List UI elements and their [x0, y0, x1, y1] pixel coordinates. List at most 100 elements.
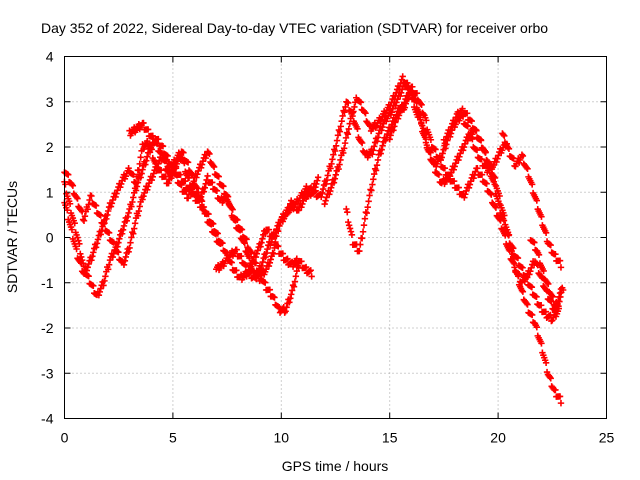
data-point	[524, 274, 531, 281]
data-point	[73, 245, 80, 253]
data-point	[417, 111, 424, 119]
data-point	[137, 174, 144, 181]
data-point	[382, 137, 389, 144]
data-point	[337, 156, 344, 164]
data-point	[64, 207, 71, 214]
data-point	[459, 105, 466, 112]
data-point	[282, 308, 289, 315]
data-point	[265, 226, 273, 233]
data-point	[524, 165, 531, 173]
data-point	[518, 151, 526, 158]
data-point	[144, 183, 152, 190]
data-point	[134, 179, 142, 186]
data-point	[342, 103, 349, 111]
data-point	[491, 174, 499, 182]
data-point	[238, 252, 245, 260]
data-point	[117, 180, 125, 188]
data-point	[549, 293, 557, 301]
data-point	[233, 246, 240, 253]
data-point	[442, 136, 449, 144]
data-point	[100, 282, 107, 289]
data-point	[158, 150, 166, 157]
data-point	[165, 180, 172, 187]
data-point	[266, 259, 274, 266]
data-point	[327, 187, 334, 195]
data-point	[368, 187, 375, 194]
data-point	[298, 258, 305, 265]
data-point	[271, 232, 278, 239]
data-point	[322, 180, 330, 188]
data-point	[115, 249, 122, 256]
data-point	[149, 173, 156, 180]
data-point	[535, 251, 543, 259]
data-point	[528, 311, 536, 319]
data-point	[446, 172, 454, 180]
data-point	[288, 287, 296, 294]
data-point	[168, 161, 175, 168]
data-point	[92, 244, 100, 251]
data-point	[69, 182, 77, 189]
data-point	[271, 294, 278, 301]
data-point	[120, 222, 128, 230]
data-point	[417, 100, 424, 107]
y-tick-label: 2	[46, 139, 54, 155]
data-point	[104, 266, 112, 273]
data-point	[95, 291, 103, 299]
data-point	[465, 184, 473, 192]
data-point	[77, 250, 84, 257]
data-point	[387, 132, 394, 139]
data-point	[423, 117, 430, 124]
data-point	[357, 99, 365, 106]
data-point	[366, 192, 373, 199]
data-point	[293, 267, 300, 275]
data-point	[257, 266, 265, 273]
data-point	[283, 304, 290, 311]
data-point	[194, 185, 201, 192]
data-point	[137, 154, 144, 161]
data-point	[323, 176, 331, 184]
data-point	[143, 186, 151, 193]
data-point	[370, 147, 377, 154]
data-point	[104, 211, 111, 219]
data-point	[127, 239, 134, 246]
data-point	[136, 160, 143, 168]
x-tick-label: 10	[274, 430, 290, 446]
data-point	[68, 226, 76, 233]
data-point	[155, 135, 162, 143]
data-point	[234, 216, 241, 224]
data-point	[557, 293, 564, 301]
data-point	[510, 254, 517, 261]
data-point	[400, 102, 407, 109]
data-point	[335, 165, 342, 173]
plot-frame	[64, 56, 607, 419]
data-point	[247, 247, 254, 255]
data-point	[493, 158, 500, 166]
data-point	[328, 160, 335, 168]
data-point	[344, 208, 351, 216]
data-point	[322, 197, 329, 204]
data-point	[333, 137, 341, 144]
y-tick-label: 3	[46, 94, 54, 110]
data-point	[339, 112, 346, 120]
data-point	[194, 171, 201, 178]
data-point	[210, 163, 218, 171]
data-point	[348, 231, 356, 238]
data-point	[307, 184, 315, 191]
data-point	[196, 197, 203, 204]
data-point	[107, 203, 115, 210]
data-point	[340, 149, 347, 157]
data-point	[266, 242, 274, 249]
data-series-arc-11	[527, 237, 567, 312]
data-point	[126, 244, 133, 252]
data-point	[548, 292, 556, 299]
data-point	[327, 184, 335, 191]
data-point	[441, 140, 449, 147]
data-point	[139, 166, 146, 173]
data-point	[350, 108, 357, 115]
data-point	[354, 125, 361, 132]
data-point	[481, 147, 488, 155]
data-point	[542, 229, 550, 237]
data-point	[238, 226, 246, 233]
data-point	[99, 223, 106, 230]
data-point	[487, 161, 494, 169]
